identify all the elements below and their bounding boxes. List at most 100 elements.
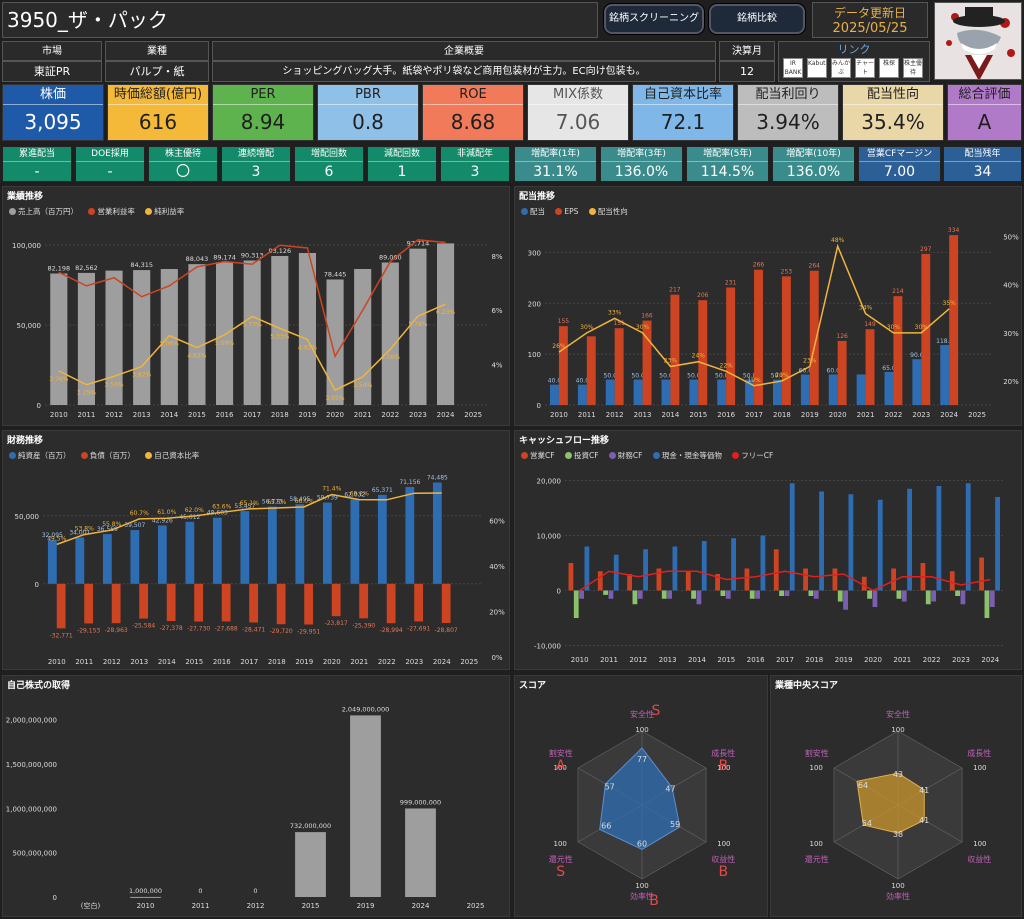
radar-max-label: 100 — [717, 840, 730, 848]
stat-value: 3 — [251, 164, 261, 180]
net-margin-label: 5.77% — [243, 321, 262, 328]
radar-axis-label: 効率性 — [886, 891, 910, 901]
stat-11: 営業CFマージン 7.00 — [858, 146, 941, 182]
sales-bar — [326, 279, 344, 405]
liability-label: -29,153 — [77, 627, 100, 634]
cf-bar — [891, 568, 896, 591]
liability-bar — [331, 583, 341, 617]
x-tick: 2011 — [578, 411, 596, 419]
industry-header: 業種 — [105, 41, 209, 61]
performance-title: 業績推移 — [7, 192, 44, 202]
avatar — [934, 2, 1022, 80]
x-tick: 2024 — [981, 656, 999, 664]
dividend-label: 50.0 — [771, 373, 785, 380]
net-asset-label: 45,612 — [179, 514, 200, 521]
yutai-link-icon[interactable]: 株主優待 — [903, 58, 923, 78]
performance-chart: 0 50,000 100,000 4% 6% 8% 2010 2011 2012 2013 2014… — [12, 239, 503, 419]
buyback-label: 0 — [253, 887, 257, 895]
sales-bar — [133, 270, 151, 405]
kpi-label: 自己資本比率 — [633, 85, 733, 105]
liability-bar — [166, 583, 176, 622]
payout-label: 20% — [775, 372, 789, 379]
net-asset-bar — [185, 521, 195, 584]
irbank-link-icon[interactable]: IR BANK — [783, 58, 803, 78]
x-tick: 2018 — [773, 411, 791, 419]
radar-value: 43 — [893, 770, 903, 779]
sales-label: 82,562 — [75, 264, 98, 272]
legend-equity-ratio: 自己資本比率 — [154, 451, 200, 460]
payout-label: 34% — [859, 305, 873, 312]
dividend-label: 60.0 — [799, 367, 813, 374]
minkabu-link-icon[interactable]: みんかぶ — [831, 58, 851, 78]
sales-label: 84,315 — [130, 261, 153, 269]
buyback-bar — [130, 896, 161, 898]
y2-tick: 40% — [489, 563, 505, 571]
radar-max-label: 100 — [891, 726, 904, 734]
liability-bar — [221, 583, 231, 622]
dividend-label: 50.0 — [604, 373, 618, 380]
dividend-bar — [800, 374, 810, 405]
radar-axis-label: 安全性 — [886, 709, 910, 719]
radar-value: 64 — [858, 781, 868, 790]
net-asset-bar — [405, 487, 415, 584]
cf-bar — [584, 546, 590, 591]
net-asset-bar — [295, 504, 305, 584]
radar-axis-label: 安全性 — [630, 709, 654, 719]
x-tick: 2024 — [940, 411, 958, 419]
cf-bar — [608, 590, 614, 599]
dividend-bar — [912, 359, 922, 405]
cf-bar — [925, 590, 931, 605]
dividend-chart: 0 100 200 300 20% 30% 40% 50% 2010 2011 2012 2013 20… — [528, 227, 1020, 419]
net-asset-bar — [267, 506, 277, 584]
dividend-title: 配当推移 — [519, 192, 556, 202]
cf-bar — [691, 590, 696, 599]
y-tick: 20,000 — [537, 478, 562, 486]
cf-bar — [832, 568, 838, 591]
eps-label: 151 — [613, 320, 625, 327]
buyback-label: 0 — [198, 887, 202, 895]
x-tick: 2023 — [952, 656, 970, 664]
y-tick: 300 — [528, 249, 541, 257]
chart-link-icon[interactable]: チャート — [855, 58, 875, 78]
kabutan-link-icon[interactable]: Kabutan — [807, 58, 827, 78]
x-tick: 2019 — [835, 656, 853, 664]
cf-bar — [936, 486, 942, 591]
screening-button[interactable]: 銘柄スクリーニング — [604, 4, 704, 34]
cf-bar — [848, 494, 854, 591]
payout-line — [558, 243, 950, 387]
net-margin-label: 4.62% — [187, 353, 206, 360]
series-line — [58, 239, 446, 359]
stat-4: 増配回数 6 — [294, 146, 364, 182]
kabutan2-link-icon[interactable]: 株探 — [879, 58, 899, 78]
stat-value: 〇 — [176, 164, 190, 180]
kpi-2: PER 8.94 — [212, 84, 314, 141]
x-tick: 2011 — [75, 658, 93, 666]
kpi-label: 株価 — [3, 85, 103, 105]
net-asset-bar — [212, 517, 222, 584]
x-tick: 2012 — [105, 411, 123, 419]
radar-max-label: 100 — [809, 764, 822, 772]
compare-button[interactable]: 銘柄比較 — [709, 4, 805, 34]
net-asset-label: 59,739 — [317, 495, 338, 502]
eps-bar — [586, 336, 596, 405]
y-tick: 50,000 — [15, 513, 40, 521]
kpi-value: 7.06 — [555, 110, 601, 134]
x-tick: 2020 — [323, 658, 341, 666]
sales-label: 90,313 — [241, 251, 264, 259]
x-tick: 2010 — [137, 902, 155, 910]
radar-axis-label: 効率性 — [630, 891, 654, 901]
performance-panel: 業績推移 売上高（百万円） 営業利益率 純利益率 0 50,000 100,000 4… — [2, 186, 510, 426]
liability-label: -28,963 — [105, 627, 128, 634]
buyback-bar — [350, 715, 381, 897]
eps-label: 155 — [558, 318, 570, 325]
dividend-label: 50.0 — [687, 373, 701, 380]
liability-bar — [249, 583, 259, 623]
kpi-label: PER — [213, 85, 313, 105]
finance-panel: 財務推移 純資産（百万） 負債（百万） 自己資本比率 0 50,000 0% 20% 4… — [2, 430, 510, 670]
equity-ratio-label: 71.4% — [322, 486, 341, 493]
legend-op-cf: 営業CF — [530, 451, 555, 460]
eps-bar — [949, 235, 959, 405]
liability-bar — [359, 583, 369, 619]
sales-label: 97,714 — [407, 240, 430, 248]
x-tick: 2010 — [50, 411, 68, 419]
